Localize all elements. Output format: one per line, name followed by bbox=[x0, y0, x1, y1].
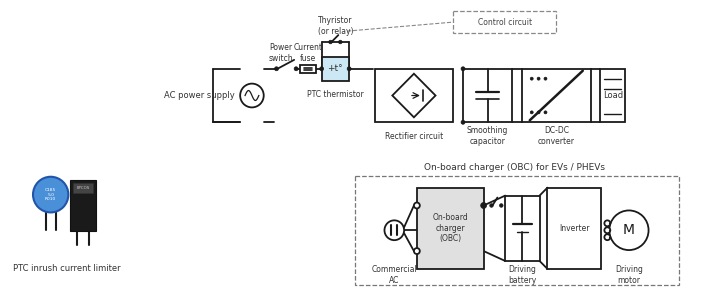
Circle shape bbox=[609, 210, 648, 250]
Circle shape bbox=[240, 84, 264, 107]
Circle shape bbox=[320, 67, 324, 71]
Bar bbox=[547, 188, 601, 269]
Circle shape bbox=[339, 40, 342, 44]
Text: Driving
battery: Driving battery bbox=[508, 265, 536, 284]
Text: Control circuit: Control circuit bbox=[477, 18, 532, 27]
Bar bbox=[522, 69, 591, 122]
Circle shape bbox=[481, 203, 486, 209]
Bar bbox=[417, 188, 484, 269]
Circle shape bbox=[530, 77, 533, 80]
Circle shape bbox=[544, 77, 547, 80]
Bar bbox=[300, 65, 315, 73]
Text: Rectifier circuit: Rectifier circuit bbox=[385, 132, 443, 141]
Text: On-board
charger
(OBC): On-board charger (OBC) bbox=[433, 213, 468, 243]
Text: Load: Load bbox=[603, 91, 622, 100]
Circle shape bbox=[33, 177, 69, 213]
Circle shape bbox=[347, 67, 351, 71]
Circle shape bbox=[329, 40, 332, 44]
Circle shape bbox=[530, 111, 533, 114]
Bar bbox=[374, 69, 453, 122]
Text: EPCOS: EPCOS bbox=[76, 186, 90, 190]
Text: Thyristor
(or relay): Thyristor (or relay) bbox=[318, 17, 353, 36]
Circle shape bbox=[461, 67, 465, 71]
Text: PTC inrush current limiter: PTC inrush current limiter bbox=[13, 264, 121, 273]
Text: C185
5.0
R010: C185 5.0 R010 bbox=[45, 188, 56, 201]
Bar bbox=[453, 11, 557, 33]
Circle shape bbox=[461, 120, 465, 124]
Text: Current
fuse: Current fuse bbox=[294, 43, 322, 63]
Circle shape bbox=[604, 220, 611, 226]
Bar bbox=[505, 196, 540, 261]
Bar bbox=[601, 69, 625, 122]
Circle shape bbox=[544, 111, 547, 114]
Circle shape bbox=[490, 204, 494, 207]
Circle shape bbox=[414, 248, 420, 254]
Circle shape bbox=[414, 203, 420, 209]
Circle shape bbox=[275, 67, 278, 71]
Text: DC-DC
converter: DC-DC converter bbox=[538, 126, 575, 146]
Bar bbox=[74, 183, 93, 193]
Text: Inverter: Inverter bbox=[559, 224, 590, 233]
Text: Commercial
AC: Commercial AC bbox=[372, 265, 417, 284]
Bar bbox=[322, 57, 349, 81]
Circle shape bbox=[294, 67, 298, 71]
Text: On-board charger (OBC) for EVs / PHEVs: On-board charger (OBC) for EVs / PHEVs bbox=[423, 163, 604, 172]
Text: Driving
motor: Driving motor bbox=[615, 265, 643, 284]
Circle shape bbox=[384, 220, 404, 240]
Bar bbox=[70, 180, 96, 231]
Circle shape bbox=[537, 111, 540, 114]
Circle shape bbox=[500, 204, 503, 207]
Text: Smoothing
capacitor: Smoothing capacitor bbox=[467, 126, 508, 146]
Circle shape bbox=[604, 227, 611, 233]
Circle shape bbox=[537, 77, 540, 80]
Bar bbox=[463, 69, 512, 122]
Text: Power
switch: Power switch bbox=[268, 43, 293, 63]
Circle shape bbox=[604, 234, 611, 240]
Text: AC power supply: AC power supply bbox=[165, 91, 236, 100]
Text: +t°: +t° bbox=[327, 64, 343, 73]
Text: PTC thermistor: PTC thermistor bbox=[307, 90, 364, 99]
Bar bbox=[355, 176, 679, 285]
Polygon shape bbox=[393, 74, 435, 117]
Text: M: M bbox=[623, 223, 635, 237]
